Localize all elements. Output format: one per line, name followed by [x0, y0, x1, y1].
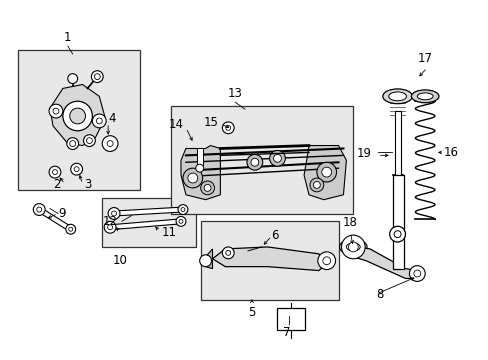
- Polygon shape: [181, 145, 220, 200]
- Circle shape: [104, 221, 116, 233]
- Text: 16: 16: [443, 146, 458, 159]
- Bar: [277, 308, 305, 330]
- Circle shape: [181, 208, 184, 212]
- Text: 14: 14: [168, 118, 183, 131]
- Circle shape: [63, 101, 92, 131]
- Circle shape: [317, 252, 335, 270]
- Circle shape: [273, 154, 281, 162]
- Ellipse shape: [416, 93, 432, 100]
- Polygon shape: [352, 247, 416, 278]
- Circle shape: [187, 173, 197, 183]
- Circle shape: [389, 226, 405, 242]
- Circle shape: [74, 167, 79, 172]
- Circle shape: [53, 108, 59, 114]
- Text: 18: 18: [342, 216, 357, 229]
- Circle shape: [102, 136, 118, 152]
- Bar: [196, 148, 202, 166]
- Ellipse shape: [410, 90, 438, 103]
- Circle shape: [83, 135, 95, 147]
- Bar: [18, 50, 140, 190]
- Circle shape: [341, 235, 365, 259]
- Circle shape: [70, 108, 85, 124]
- Polygon shape: [304, 145, 346, 200]
- Circle shape: [269, 150, 285, 166]
- Circle shape: [49, 166, 61, 178]
- Text: 4: 4: [108, 112, 115, 125]
- Text: 17: 17: [417, 52, 432, 65]
- Polygon shape: [110, 219, 181, 230]
- Ellipse shape: [339, 239, 366, 255]
- Circle shape: [111, 211, 116, 216]
- Circle shape: [225, 251, 230, 255]
- Circle shape: [108, 208, 120, 219]
- Bar: [392, 175, 403, 269]
- Circle shape: [37, 207, 41, 212]
- Circle shape: [203, 184, 211, 191]
- Circle shape: [225, 125, 230, 130]
- Circle shape: [67, 138, 79, 149]
- Circle shape: [66, 224, 76, 234]
- Circle shape: [179, 219, 183, 223]
- Text: 11: 11: [161, 226, 176, 239]
- Text: 19: 19: [356, 147, 371, 160]
- Circle shape: [246, 154, 262, 170]
- Text: 13: 13: [227, 87, 242, 100]
- Circle shape: [183, 168, 202, 188]
- Circle shape: [91, 71, 103, 82]
- Circle shape: [347, 242, 358, 252]
- Circle shape: [107, 225, 112, 230]
- Circle shape: [69, 227, 73, 231]
- Polygon shape: [205, 249, 212, 269]
- Bar: [171, 106, 352, 215]
- Circle shape: [408, 266, 424, 282]
- Polygon shape: [114, 207, 183, 216]
- Circle shape: [309, 178, 323, 192]
- Circle shape: [94, 74, 100, 80]
- Polygon shape: [212, 247, 326, 271]
- Circle shape: [200, 181, 214, 195]
- Ellipse shape: [346, 243, 360, 251]
- Circle shape: [222, 247, 234, 259]
- Bar: [394, 111, 400, 175]
- Circle shape: [176, 216, 185, 226]
- Text: 5: 5: [248, 306, 255, 319]
- Polygon shape: [38, 207, 72, 231]
- Circle shape: [70, 141, 76, 147]
- Circle shape: [321, 167, 331, 177]
- Circle shape: [107, 141, 113, 147]
- Bar: [200, 221, 338, 300]
- Ellipse shape: [388, 92, 406, 101]
- Circle shape: [413, 270, 420, 277]
- Circle shape: [250, 158, 258, 166]
- Text: 15: 15: [203, 116, 218, 129]
- Circle shape: [316, 162, 336, 182]
- Circle shape: [96, 118, 102, 124]
- Circle shape: [199, 255, 211, 267]
- Text: 2: 2: [53, 179, 61, 192]
- Circle shape: [52, 170, 57, 175]
- Text: 1: 1: [64, 31, 71, 44]
- Text: 8: 8: [375, 288, 383, 301]
- Text: 3: 3: [84, 179, 92, 192]
- Text: 9: 9: [58, 207, 65, 220]
- Text: 6: 6: [271, 229, 279, 242]
- Text: 7: 7: [282, 326, 289, 339]
- Polygon shape: [50, 85, 105, 145]
- Circle shape: [33, 204, 45, 215]
- Circle shape: [313, 181, 320, 188]
- Text: 10: 10: [112, 254, 127, 267]
- Circle shape: [322, 257, 330, 265]
- Circle shape: [92, 114, 106, 128]
- Circle shape: [49, 104, 63, 118]
- Circle shape: [393, 231, 400, 238]
- Circle shape: [68, 74, 78, 84]
- Circle shape: [195, 164, 203, 172]
- Text: 12: 12: [103, 215, 118, 228]
- Bar: [102, 198, 195, 247]
- Circle shape: [86, 138, 92, 144]
- Circle shape: [222, 122, 234, 134]
- Circle shape: [71, 163, 82, 175]
- Circle shape: [178, 204, 187, 215]
- Ellipse shape: [382, 89, 411, 104]
